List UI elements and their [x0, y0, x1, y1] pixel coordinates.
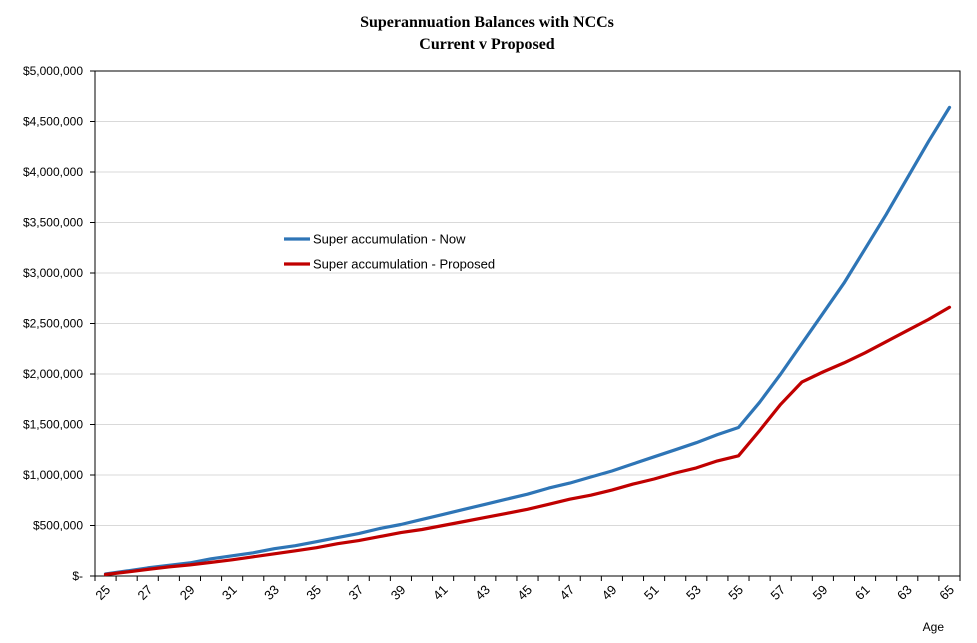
x-tick-label: 63: [894, 582, 915, 603]
x-tick-label: 45: [514, 582, 535, 603]
x-axis: 25 27 29 31 33 35 37 39 41 43 45 47 49 51 53 55 57 59 61 63…: [92, 576, 961, 603]
x-tick-label: 49: [599, 582, 620, 603]
x-tick-label: 39: [388, 582, 409, 603]
x-tick-label: 29: [177, 582, 198, 603]
x-tick-label: 33: [261, 582, 282, 603]
legend-label: Super accumulation - Now: [313, 232, 466, 247]
y-tick-label: $4,000,000: [23, 165, 83, 179]
legend-label: Super accumulation - Proposed: [313, 257, 495, 272]
x-tick-label: 57: [767, 582, 788, 603]
y-tick-label: $3,000,000: [23, 266, 83, 280]
y-tick-label: $1,500,000: [23, 418, 83, 432]
series-lines: [103, 105, 952, 577]
y-tick-label: $1,000,000: [23, 468, 83, 482]
y-tick-label: $2,500,000: [23, 317, 83, 331]
y-tick-label: $3,500,000: [23, 216, 83, 230]
x-tick-label: 55: [725, 582, 746, 603]
x-tick-label: 37: [346, 582, 367, 603]
y-axis: $- $500,000 $1,000,000 $1,500,000 $2,000,000…: [23, 64, 95, 583]
x-tick-label: 47: [556, 582, 577, 603]
x-tick-label: 31: [219, 582, 240, 603]
x-axis-label: Age: [923, 620, 945, 634]
x-tick-label: 27: [135, 582, 156, 603]
legend: Super accumulation - Now Super accumulati…: [284, 232, 495, 272]
series-line-now: [103, 105, 952, 576]
gridlines: [94, 70, 961, 577]
series-line-proposed: [103, 305, 952, 577]
x-tick-label: 65: [936, 582, 957, 603]
y-tick-label: $500,000: [33, 519, 83, 533]
chart-title-line-1: Superannuation Balances with NCCs: [360, 14, 614, 31]
x-tick-label: 59: [810, 582, 831, 603]
x-tick-label: 35: [303, 582, 324, 603]
x-tick-label: 41: [430, 582, 451, 603]
chart-title-line-2: Current v Proposed: [419, 36, 555, 53]
x-tick-label: 25: [92, 582, 113, 603]
y-tick-label: $5,000,000: [23, 64, 83, 78]
y-tick-label: $4,500,000: [23, 115, 83, 129]
x-tick-label: 53: [683, 582, 704, 603]
y-tick-label: $-: [72, 569, 83, 583]
x-tick-label: 43: [472, 582, 493, 603]
y-tick-label: $2,000,000: [23, 367, 83, 381]
x-tick-label: 51: [641, 582, 662, 603]
x-tick-label: 61: [852, 582, 873, 603]
